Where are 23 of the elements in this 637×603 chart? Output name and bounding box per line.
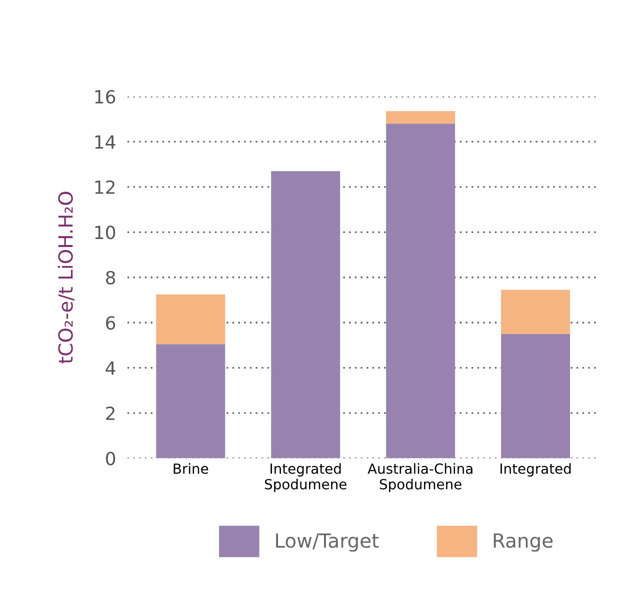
legend-label: Range: [494, 533, 553, 552]
x-tick-label: Australia-China Spodumene: [368, 463, 472, 492]
y-tick-label: 2: [106, 406, 114, 420]
y-tick-label: 6: [106, 316, 116, 330]
bar: [271, 171, 340, 458]
x-tick-label: Integrated Spodumene: [264, 463, 346, 492]
bar: [501, 334, 570, 458]
y-tick-label: 0: [106, 452, 116, 466]
y-axis-title: tCO₂-e/t LiOH.H₂O: [58, 192, 74, 364]
y-tick-label: 8: [106, 270, 116, 284]
legend-label: Low/Target: [276, 533, 379, 552]
bar: [156, 344, 226, 458]
x-tick-label: Brine: [174, 463, 208, 474]
y-tick-label: 4: [106, 362, 116, 375]
y-tick-label: 14: [95, 135, 116, 149]
bar: [386, 124, 456, 458]
y-tick-label: 12: [95, 180, 114, 194]
bar: [501, 290, 570, 334]
x-tick-label: Integrated: [500, 463, 571, 477]
y-tick-label: 16: [95, 90, 116, 104]
bar: [156, 294, 226, 344]
bar: [386, 111, 456, 124]
y-tick-label: 10: [95, 226, 116, 240]
